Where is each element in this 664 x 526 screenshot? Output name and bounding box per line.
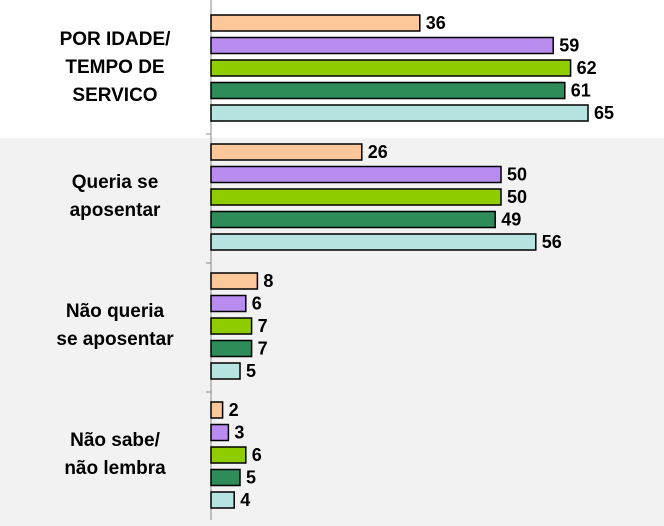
bar <box>210 317 253 335</box>
bar <box>210 210 496 229</box>
bar <box>210 294 247 313</box>
category-label: POR IDADE/ TEMPO DE SERVICO <box>59 29 171 106</box>
value-label: 26 <box>368 142 388 162</box>
category-label: Queria se aposentar <box>69 172 161 221</box>
bar <box>210 143 363 161</box>
value-label: 36 <box>426 13 446 33</box>
value-label: 4 <box>240 490 250 510</box>
bar <box>210 446 247 464</box>
value-label: 50 <box>507 164 527 184</box>
value-label: 5 <box>246 467 256 487</box>
bar <box>210 468 241 487</box>
bar <box>210 401 224 419</box>
category-label: Não queria se aposentar <box>56 301 174 350</box>
bar <box>210 59 572 77</box>
value-label: 6 <box>252 445 262 465</box>
value-label: 61 <box>571 80 591 100</box>
value-label: 6 <box>252 293 262 313</box>
bar <box>210 188 502 206</box>
value-label: 7 <box>258 316 268 336</box>
bar <box>210 423 230 442</box>
value-label: 50 <box>507 187 527 207</box>
bar <box>210 233 537 251</box>
bar <box>210 491 235 509</box>
bar <box>210 104 589 122</box>
value-label: 59 <box>559 35 579 55</box>
value-label: 2 <box>229 400 239 420</box>
value-label: 8 <box>263 271 273 291</box>
value-label: 5 <box>246 361 256 381</box>
bar <box>210 81 566 100</box>
bar <box>210 165 502 184</box>
category-label: Não sabe/ não lembra <box>64 430 166 479</box>
bar <box>210 14 421 32</box>
value-label: 7 <box>258 338 268 358</box>
bar <box>210 362 241 380</box>
bar <box>210 272 259 290</box>
bar <box>210 36 554 55</box>
value-label: 62 <box>577 58 597 78</box>
value-label: 3 <box>234 422 244 442</box>
value-label: 65 <box>594 103 614 123</box>
bar <box>210 339 253 358</box>
value-label: 49 <box>501 209 521 229</box>
value-label: 56 <box>542 232 562 252</box>
